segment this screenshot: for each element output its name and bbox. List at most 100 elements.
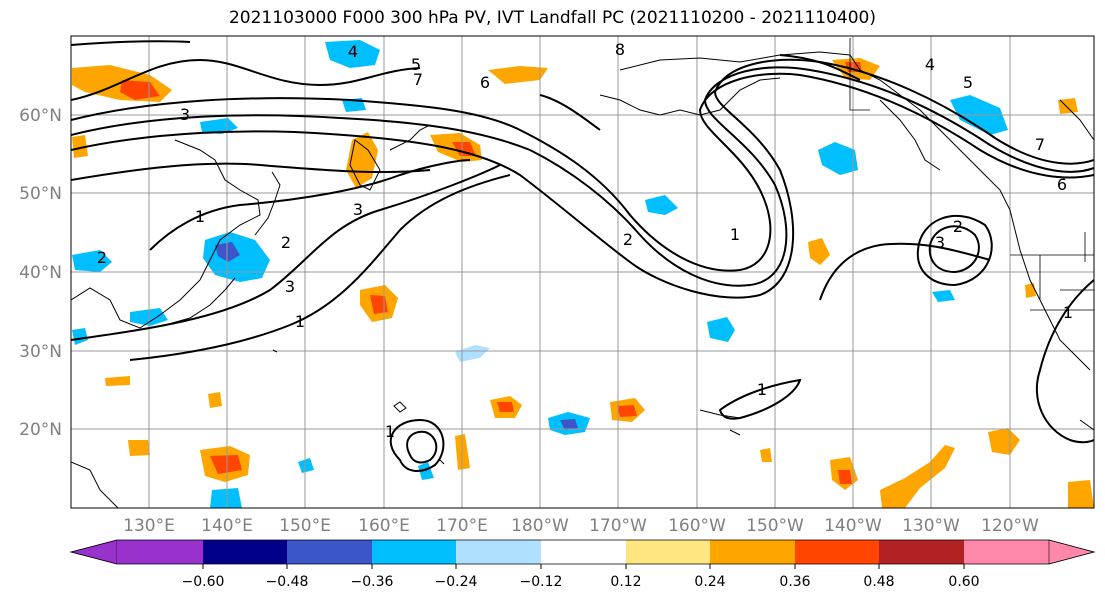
lat-label: 40°N (19, 263, 62, 283)
colorbar: −0.60 −0.48 −0.36 −0.24 −0.12 0.12 0.24 … (69, 539, 1096, 590)
colorbar-extend-high (1048, 539, 1096, 565)
colorbar-segment (372, 540, 456, 564)
lat-label: 20°N (19, 420, 62, 440)
neg-patch (455, 345, 490, 362)
lon-labels: 130°E 140°E 150°E 160°E 170°E 180°W 170°… (123, 516, 1039, 536)
colorbar-tick-label: −0.24 (435, 574, 478, 590)
contour-label: 2 (623, 230, 633, 249)
colorbar-segment (626, 540, 710, 564)
pos-patch (617, 405, 637, 417)
lon-label: 160°W (668, 516, 726, 536)
pos-patch (488, 66, 548, 84)
pos-patch (210, 455, 242, 474)
contour-label: 3 (180, 105, 190, 124)
lon-label: 140°E (201, 516, 253, 536)
pos-patch (1068, 480, 1094, 508)
pv-contours (71, 40, 1094, 472)
colorbar-outline (69, 539, 1096, 565)
lat-label: 30°N (19, 342, 62, 362)
colorbar-segment (287, 540, 372, 564)
pos-patch (128, 440, 150, 456)
contour-label: 5 (963, 73, 973, 92)
contour-label: 5 (411, 55, 421, 74)
contour-label: 1 (385, 422, 395, 441)
pos-patch (1025, 283, 1036, 298)
pos-patch (838, 470, 852, 484)
neg-patch (325, 40, 380, 68)
contour-label: 2 (97, 248, 107, 267)
contour-label: 1 (1063, 303, 1073, 322)
pos-patch (120, 80, 160, 100)
contour-label: 2 (281, 233, 291, 252)
neg-patch (932, 290, 955, 302)
contour-label: 1 (757, 380, 767, 399)
neg-patch (298, 458, 314, 473)
pos-patch (72, 135, 88, 158)
gridlines (71, 36, 1094, 508)
contour-label: 4 (925, 55, 935, 74)
contour-label: 7 (1035, 135, 1045, 154)
pos-patch (880, 445, 955, 508)
colorbar-segment (541, 540, 626, 564)
colorbar-segment (964, 540, 1049, 564)
colorbar-tick-label: −0.60 (182, 574, 225, 590)
colorbar-tick-label: 0.60 (948, 574, 979, 590)
colorbar-tick-label: 0.48 (863, 574, 894, 590)
colorbar-tick-label: −0.36 (351, 574, 394, 590)
contour-labels: 4 5 6 7 8 3 1 2 3 2 1 3 2 1 1 4 5 6 7 1 … (97, 40, 1073, 441)
contour-label: 7 (413, 70, 423, 89)
neg-patch (418, 462, 434, 480)
neg-patch (818, 142, 858, 175)
lon-label: 150°E (279, 516, 331, 536)
colorbar-segment (117, 540, 203, 564)
contour-label: 1 (730, 225, 740, 244)
neg-patch (645, 195, 678, 215)
colorbar-extend-low (69, 539, 118, 565)
colorbar-segment (795, 540, 879, 564)
neg-patch (72, 328, 88, 345)
contour-label: 1 (295, 312, 305, 331)
colorbar-tick-label: −0.48 (266, 574, 309, 590)
pos-patch (497, 402, 514, 412)
map-frame (70, 35, 1095, 509)
lon-label: 130°E (123, 516, 175, 536)
neg-patch (200, 118, 238, 134)
lon-label: 160°E (358, 516, 410, 536)
lon-label: 140°W (824, 516, 882, 536)
lat-labels: 60°N 50°N 40°N 30°N 20°N (19, 106, 62, 440)
lon-label: 150°W (746, 516, 804, 536)
colorbar-segment (203, 540, 287, 564)
pos-patch (988, 428, 1020, 455)
shaded-anomalies (72, 40, 1094, 508)
contour-label: 6 (480, 73, 490, 92)
contour-label: 8 (615, 40, 625, 59)
colorbar-tick-label: 0.36 (779, 574, 810, 590)
colorbar-segment (456, 540, 541, 564)
lon-label: 170°W (589, 516, 647, 536)
pos-patch (1058, 98, 1078, 114)
colorbar-tick-label: 0.12 (610, 574, 641, 590)
lat-label: 60°N (19, 106, 62, 126)
contour-label: 3 (935, 233, 945, 252)
borders (849, 38, 1094, 311)
neg-patch (707, 317, 735, 342)
lon-label: 180°W (511, 516, 569, 536)
lon-label: 120°W (981, 516, 1039, 536)
contour-label: 2 (953, 217, 963, 236)
neg-patch (72, 250, 112, 272)
pos-patch (105, 376, 130, 386)
colorbar-segment (710, 540, 795, 564)
pos-patch (808, 238, 830, 265)
neg-patch (560, 419, 578, 430)
neg-patch (210, 488, 242, 508)
contour-label: 3 (285, 277, 295, 296)
colorbar-segment (879, 540, 964, 564)
colorbar-tick-labels: −0.60 −0.48 −0.36 −0.24 −0.12 0.12 0.24 … (182, 574, 980, 590)
contour-label: 4 (348, 42, 358, 61)
figure-title: 2021103000 F000 300 hPa PV, IVT Landfall… (228, 8, 876, 28)
colorbar-tick-label: −0.12 (520, 574, 563, 590)
lon-label: 130°W (902, 516, 960, 536)
lon-label: 170°E (436, 516, 488, 536)
contour-label: 3 (353, 200, 363, 219)
